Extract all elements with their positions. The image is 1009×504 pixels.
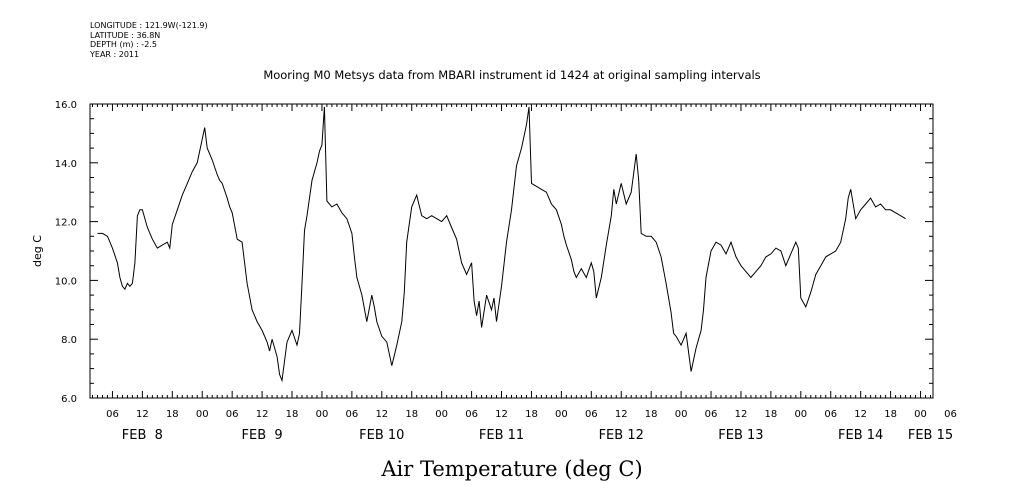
y-tick-label: 8.0 (61, 335, 77, 346)
x-hour-tick-label: 06 (705, 409, 718, 420)
x-hour-tick-label: 12 (854, 409, 867, 420)
x-hour-tick-label: 18 (405, 409, 418, 420)
x-hour-tick-label: 06 (465, 409, 478, 420)
y-axis: 6.0 8.0 10.0 12.0 14.0 16.0 (55, 100, 933, 405)
x-hour-tick-label: 06 (226, 409, 239, 420)
x-hour-tick-label: 12 (495, 409, 508, 420)
series-line-air-temperature (97, 106, 906, 383)
x-hour-tick-label: 18 (765, 409, 778, 420)
year-text: YEAR : 2011 (90, 49, 140, 59)
x-hour-tick-label: 00 (914, 409, 927, 420)
x-hour-tick-label: 00 (196, 409, 209, 420)
x-day-label: FEB 11 (479, 428, 524, 443)
y-tick-label: 10.0 (55, 276, 77, 287)
x-hour-tick-label: 18 (166, 409, 179, 420)
x-axis: 06 12 18 00 06 12 18 00 06 12 18 00 06 12 18 00 06 12 18 00… (91, 104, 957, 443)
x-hour-tick-label: 00 (435, 409, 448, 420)
y-tick-label: 14.0 (55, 159, 77, 170)
x-hour-tick-label: 06 (346, 409, 359, 420)
x-hour-tick-label: 00 (316, 409, 329, 420)
x-day-label: FEB 15 (908, 428, 953, 443)
x-hour-tick-label: 18 (286, 409, 299, 420)
x-hour-tick-label: 18 (884, 409, 897, 420)
y-axis-label: deg C (31, 235, 44, 267)
longitude-text: LONGITUDE : 121.9W(-121.9) (90, 21, 208, 30)
x-axis-label: Air Temperature (deg C) (380, 457, 642, 481)
x-hour-tick-label: 06 (824, 409, 837, 420)
x-hour-tick-label: 12 (136, 409, 149, 420)
x-day-label: FEB 9 (242, 428, 283, 443)
x-hour-tick-label: 00 (555, 409, 568, 420)
y-tick-label: 6.0 (61, 394, 77, 405)
y-tick-label: 16.0 (55, 100, 77, 111)
latitude-text: LATITUDE : 36.8N (90, 30, 161, 40)
metadata-block: LONGITUDE : 121.9W(-121.9) LATITUDE : 36… (90, 21, 208, 59)
x-day-label: FEB 10 (359, 428, 404, 443)
x-hour-tick-label: 00 (675, 409, 688, 420)
chart-title: Mooring M0 Metsys data from MBARI instru… (263, 68, 760, 82)
y-tick-label: 12.0 (55, 218, 77, 229)
x-hour-tick-label: 12 (256, 409, 269, 420)
x-hour-tick-label: 18 (525, 409, 538, 420)
x-hour-tick-label: 18 (645, 409, 658, 420)
x-day-label: FEB 14 (838, 428, 883, 443)
x-hour-tick-label: 06 (585, 409, 598, 420)
x-day-label: FEB 13 (718, 428, 763, 443)
plot-frame (89, 103, 934, 399)
x-hour-tick-label: 12 (615, 409, 628, 420)
x-hour-tick-label: 00 (794, 409, 807, 420)
x-day-label: FEB 8 (122, 428, 163, 443)
x-hour-tick-label: 12 (375, 409, 388, 420)
x-day-label: FEB 12 (599, 428, 644, 443)
x-hour-tick-label: 12 (735, 409, 748, 420)
x-hour-tick-label: 06 (106, 409, 119, 420)
x-hour-tick-label: 06 (944, 409, 957, 420)
depth-text: DEPTH (m) : -2.5 (90, 40, 157, 49)
